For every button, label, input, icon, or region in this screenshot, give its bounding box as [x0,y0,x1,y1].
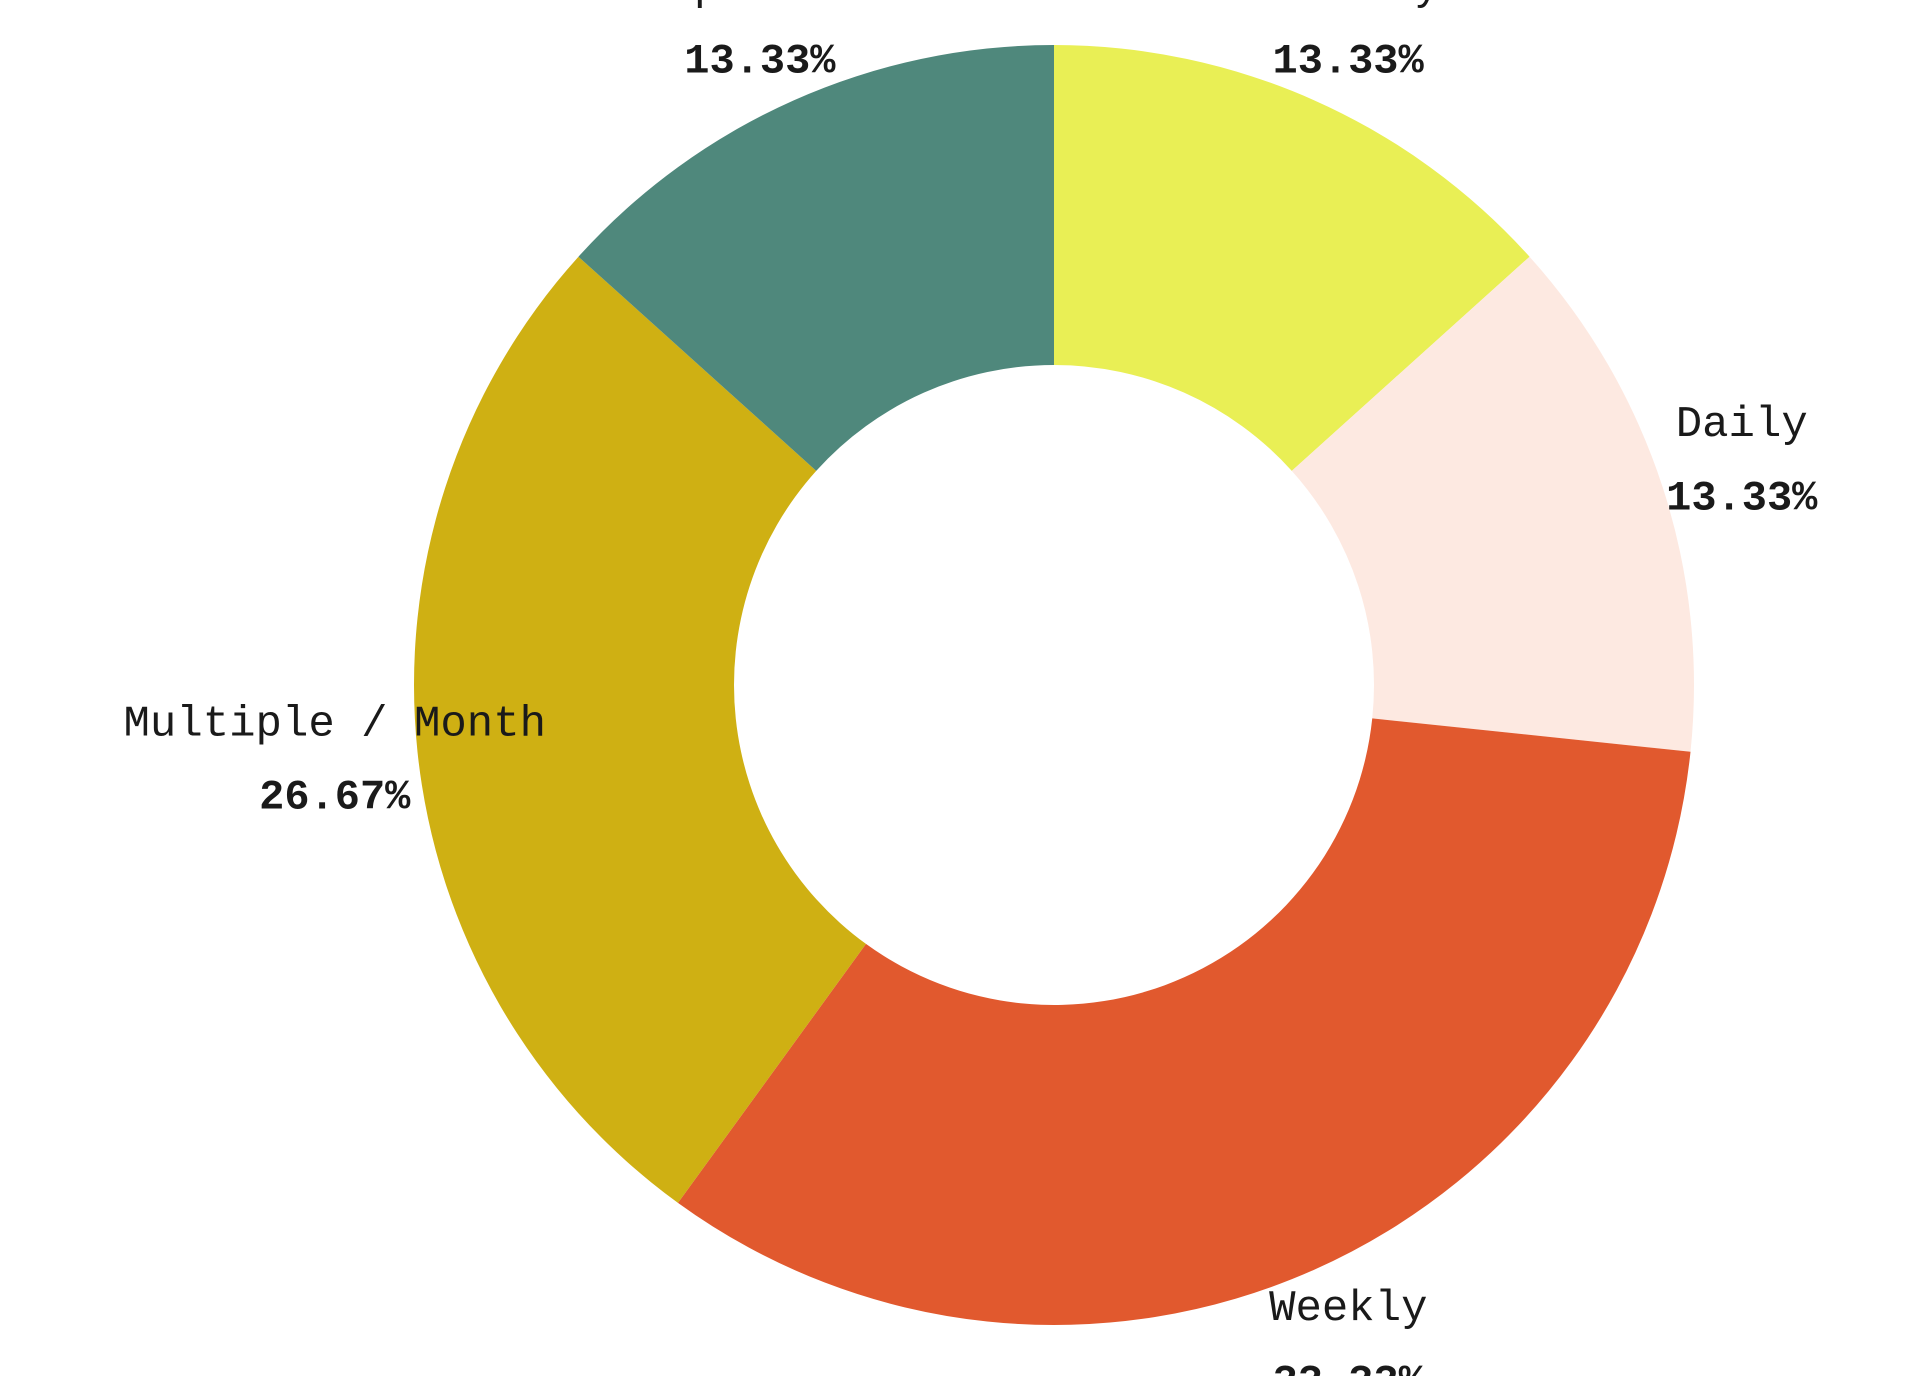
slice-label: Monthly [1256,0,1441,13]
slice-label: Multiple / Week [562,0,958,13]
slice-label: Weekly [1269,1284,1427,1334]
value-label: 13.33% [1272,37,1424,85]
slice [677,718,1691,1325]
value-label: 26.67% [259,774,411,822]
slice-label: Daily [1676,400,1808,450]
slice-label: Multiple / Month [124,699,546,749]
slice [414,256,866,1203]
slice [1054,45,1530,471]
value-label: 33.33% [1273,1359,1425,1376]
slice [1291,256,1694,752]
value-label: 13.33% [684,37,836,85]
value-label: 13.33% [1666,474,1818,522]
slice [578,45,1054,471]
